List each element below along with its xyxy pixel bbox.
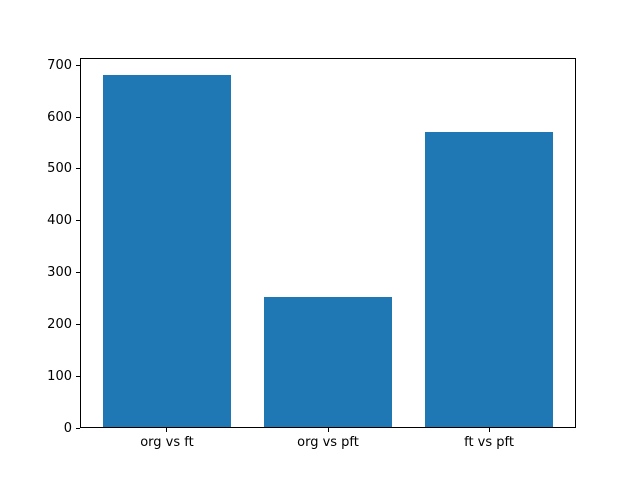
y-tick-label: 500: [47, 161, 72, 177]
x-tick-label: org vs pft: [297, 435, 359, 450]
bar-ft-vs-pft: [424, 131, 554, 427]
x-tick-mark: [327, 428, 329, 432]
y-tick-mark: [76, 375, 80, 377]
x-tick-mark: [488, 428, 490, 432]
x-tick-label: ft vs pft: [464, 435, 514, 450]
x-tick-mark: [166, 428, 168, 432]
y-tick-mark: [76, 64, 80, 66]
y-tick-mark: [76, 323, 80, 325]
y-tick-mark: [76, 220, 80, 222]
y-tick-label: 700: [47, 57, 72, 73]
bar-org-vs-pft: [263, 297, 393, 427]
y-tick-label: 200: [47, 316, 72, 332]
y-tick-mark: [76, 427, 80, 429]
x-tick-label: org vs ft: [140, 435, 194, 450]
y-tick-mark: [76, 116, 80, 118]
plot-area: [80, 58, 576, 428]
y-tick-label: 600: [47, 109, 72, 125]
y-tick-mark: [76, 272, 80, 274]
y-tick-mark: [76, 168, 80, 170]
y-tick-label: 0: [63, 420, 72, 436]
y-tick-label: 100: [47, 368, 72, 384]
y-tick-label: 400: [47, 213, 72, 229]
y-tick-label: 300: [47, 265, 72, 281]
bar-org-vs-ft: [102, 74, 232, 427]
